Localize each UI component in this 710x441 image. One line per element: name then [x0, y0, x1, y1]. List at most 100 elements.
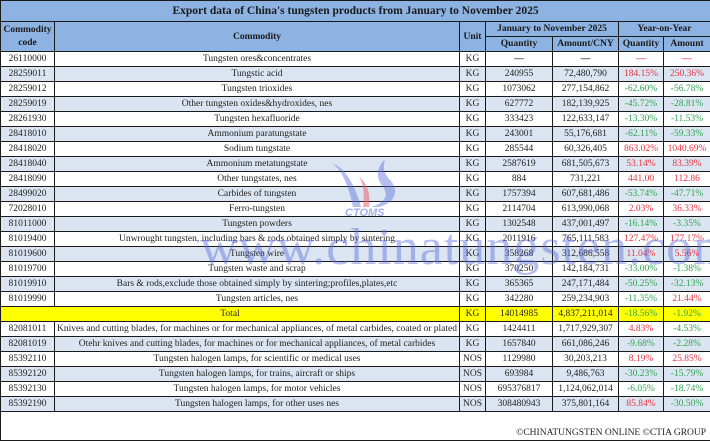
- yoy-quantity: -30.23%: [619, 367, 664, 382]
- commodity-name: Tungsten trioxides: [55, 82, 460, 97]
- commodity-name: Tungsten halogen lamps, for other uses n…: [55, 397, 460, 412]
- quantity: 884: [486, 172, 553, 187]
- unit: KG: [460, 247, 486, 262]
- amount: 731,221: [553, 172, 619, 187]
- header-quantity: Quantity: [486, 37, 553, 52]
- commodity-name: Tungstic acid: [55, 67, 460, 82]
- unit: KG: [460, 337, 486, 352]
- commodity-code: 81019400: [1, 232, 55, 247]
- yoy-amount: 25.85%: [664, 352, 710, 367]
- commodity-code: 82081011: [1, 322, 55, 337]
- amount: 247,171,484: [553, 277, 619, 292]
- quantity: —: [486, 52, 553, 67]
- commodity-name: Other tungsten oxides&hydroxides, nes: [55, 97, 460, 112]
- table-title: Export data of China's tungsten products…: [1, 1, 710, 22]
- quantity: 1757394: [486, 187, 553, 202]
- amount: 60,326,405: [553, 142, 619, 157]
- yoy-amount: -30.50%: [664, 397, 710, 412]
- amount: 122,633,147: [553, 112, 619, 127]
- amount: 613,990,068: [553, 202, 619, 217]
- unit: KG: [460, 262, 486, 277]
- quantity: 2011916: [486, 232, 553, 247]
- commodity-name: Unwrought tungsten, including bars & rod…: [55, 232, 460, 247]
- yoy-amount: -32.13%: [664, 277, 710, 292]
- unit: KG: [460, 172, 486, 187]
- unit: KG: [460, 217, 486, 232]
- quantity: 285544: [486, 142, 553, 157]
- commodity-code: 85392130: [1, 382, 55, 397]
- quantity: 358268: [486, 247, 553, 262]
- yoy-quantity: 8.19%: [619, 352, 664, 367]
- yoy-amount: —: [664, 52, 710, 67]
- yoy-amount: 36.33%: [664, 202, 710, 217]
- commodity-code: 28259019: [1, 97, 55, 112]
- unit: KG: [460, 82, 486, 97]
- yoy-quantity: -9.68%: [619, 337, 664, 352]
- commodity-name: Tungsten halogen lamps, for motor vehicl…: [55, 382, 460, 397]
- commodity-code: 81019700: [1, 262, 55, 277]
- quantity: 342280: [486, 292, 553, 307]
- quantity: 240955: [486, 67, 553, 82]
- yoy-amount: 177.17%: [664, 232, 710, 247]
- quantity: 370250: [486, 262, 553, 277]
- yoy-quantity: -53.74%: [619, 187, 664, 202]
- yoy-amount: 250.36%: [664, 67, 710, 82]
- unit: KG: [460, 112, 486, 127]
- commodity-name: Ammonium paratungstate: [55, 127, 460, 142]
- commodity-code: 72028010: [1, 202, 55, 217]
- unit: KG: [460, 52, 486, 67]
- unit: NOS: [460, 367, 486, 382]
- amount: 1,124,062,014: [553, 382, 619, 397]
- yoy-amount: 112.86: [664, 172, 710, 187]
- commodity-code: 81019600: [1, 247, 55, 262]
- yoy-quantity: 441.00: [619, 172, 664, 187]
- commodity-code: 28259012: [1, 82, 55, 97]
- commodity-name: Tungsten halogen lamps, for trains, airc…: [55, 367, 460, 382]
- commodity-code: 85392190: [1, 397, 55, 412]
- commodity-name: Otehr knives and cutting blades, for mac…: [55, 337, 460, 352]
- commodity-code: 82081019: [1, 337, 55, 352]
- yoy-amount: 21.44%: [664, 292, 710, 307]
- amount: —: [553, 52, 619, 67]
- yoy-quantity: -6.05%: [619, 382, 664, 397]
- unit: KG: [460, 322, 486, 337]
- quantity: 1073062: [486, 82, 553, 97]
- copyright-footer: ©CHINATUNGSTEN ONLINE ©CTIA GROUP: [1, 412, 710, 441]
- quantity: 1424411: [486, 322, 553, 337]
- unit: NOS: [460, 352, 486, 367]
- yoy-amount: -15.79%: [664, 367, 710, 382]
- amount: 9,486,763: [553, 367, 619, 382]
- amount: 182,139,925: [553, 97, 619, 112]
- commodity-code: 28259011: [1, 67, 55, 82]
- quantity: 365365: [486, 277, 553, 292]
- yoy-quantity: —: [619, 52, 664, 67]
- yoy-quantity: 85.84%: [619, 397, 664, 412]
- header-yoy-amount: Amount: [664, 37, 710, 52]
- unit: KG: [460, 232, 486, 247]
- commodity-code: 85392110: [1, 352, 55, 367]
- yoy-amount: 1040.69%: [664, 142, 710, 157]
- amount: 55,176,681: [553, 127, 619, 142]
- header-commodity-code: Commodity code: [1, 22, 55, 52]
- yoy-quantity: 2.03%: [619, 202, 664, 217]
- quantity: 695376817: [486, 382, 553, 397]
- commodity-code: 81011000: [1, 217, 55, 232]
- yoy-quantity: -13.30%: [619, 112, 664, 127]
- commodity-name: Knives and cutting blades, for machines …: [55, 322, 460, 337]
- quantity: 2114704: [486, 202, 553, 217]
- yoy-amount: -59.33%: [664, 127, 710, 142]
- yoy-amount: 83.39%: [664, 157, 710, 172]
- header-yoy: Year-on-Year: [619, 22, 710, 37]
